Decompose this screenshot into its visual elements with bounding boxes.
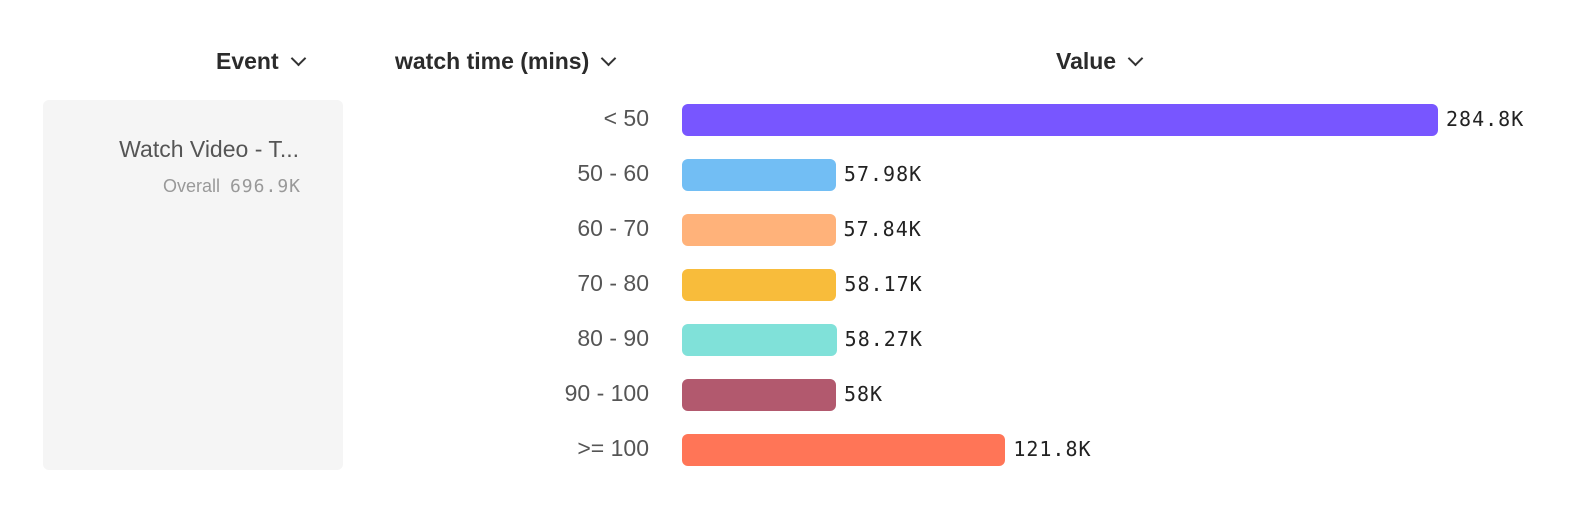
chevron-down-icon bbox=[290, 50, 306, 67]
category-label: 60 - 70 bbox=[577, 215, 649, 241]
value-label: 121.8K bbox=[1013, 437, 1092, 461]
bar[interactable] bbox=[682, 379, 836, 411]
overall-summary: Overall 696.9K bbox=[163, 176, 301, 197]
bar[interactable] bbox=[682, 269, 837, 301]
breakdown-header[interactable]: watch time (mins) bbox=[395, 48, 617, 75]
value-label: 58.17K bbox=[844, 272, 923, 296]
category-label: >= 100 bbox=[577, 435, 649, 461]
value-label: 57.84K bbox=[843, 217, 922, 241]
bar[interactable] bbox=[682, 159, 836, 191]
breakdown-header-label: watch time (mins) bbox=[395, 48, 590, 74]
category-label: < 50 bbox=[603, 105, 649, 131]
bar[interactable] bbox=[682, 434, 1006, 466]
bar[interactable] bbox=[682, 104, 1438, 136]
value-label: 58.27K bbox=[844, 327, 923, 351]
event-card[interactable]: Watch Video - T... Overall 696.9K bbox=[43, 100, 343, 470]
event-name: Watch Video - T... bbox=[119, 136, 299, 162]
value-label: 284.8K bbox=[1446, 107, 1525, 131]
chevron-down-icon bbox=[1127, 50, 1144, 67]
chevron-down-icon bbox=[600, 50, 617, 67]
category-label: 70 - 80 bbox=[577, 270, 649, 296]
overall-value: 696.9K bbox=[229, 176, 301, 197]
bar[interactable] bbox=[682, 214, 836, 246]
bar[interactable] bbox=[682, 324, 837, 356]
category-label: 80 - 90 bbox=[577, 325, 649, 351]
overall-label: Overall bbox=[162, 176, 220, 196]
value-label: 57.98K bbox=[843, 162, 923, 186]
category-label: 90 - 100 bbox=[564, 380, 649, 406]
category-label: 50 - 60 bbox=[577, 160, 649, 186]
value-header-label: Value bbox=[1056, 48, 1117, 74]
value-label: 58K bbox=[843, 382, 884, 406]
event-header-label: Event bbox=[216, 48, 279, 74]
value-header[interactable]: Value bbox=[1056, 48, 1144, 75]
event-header[interactable]: Event bbox=[216, 48, 306, 75]
